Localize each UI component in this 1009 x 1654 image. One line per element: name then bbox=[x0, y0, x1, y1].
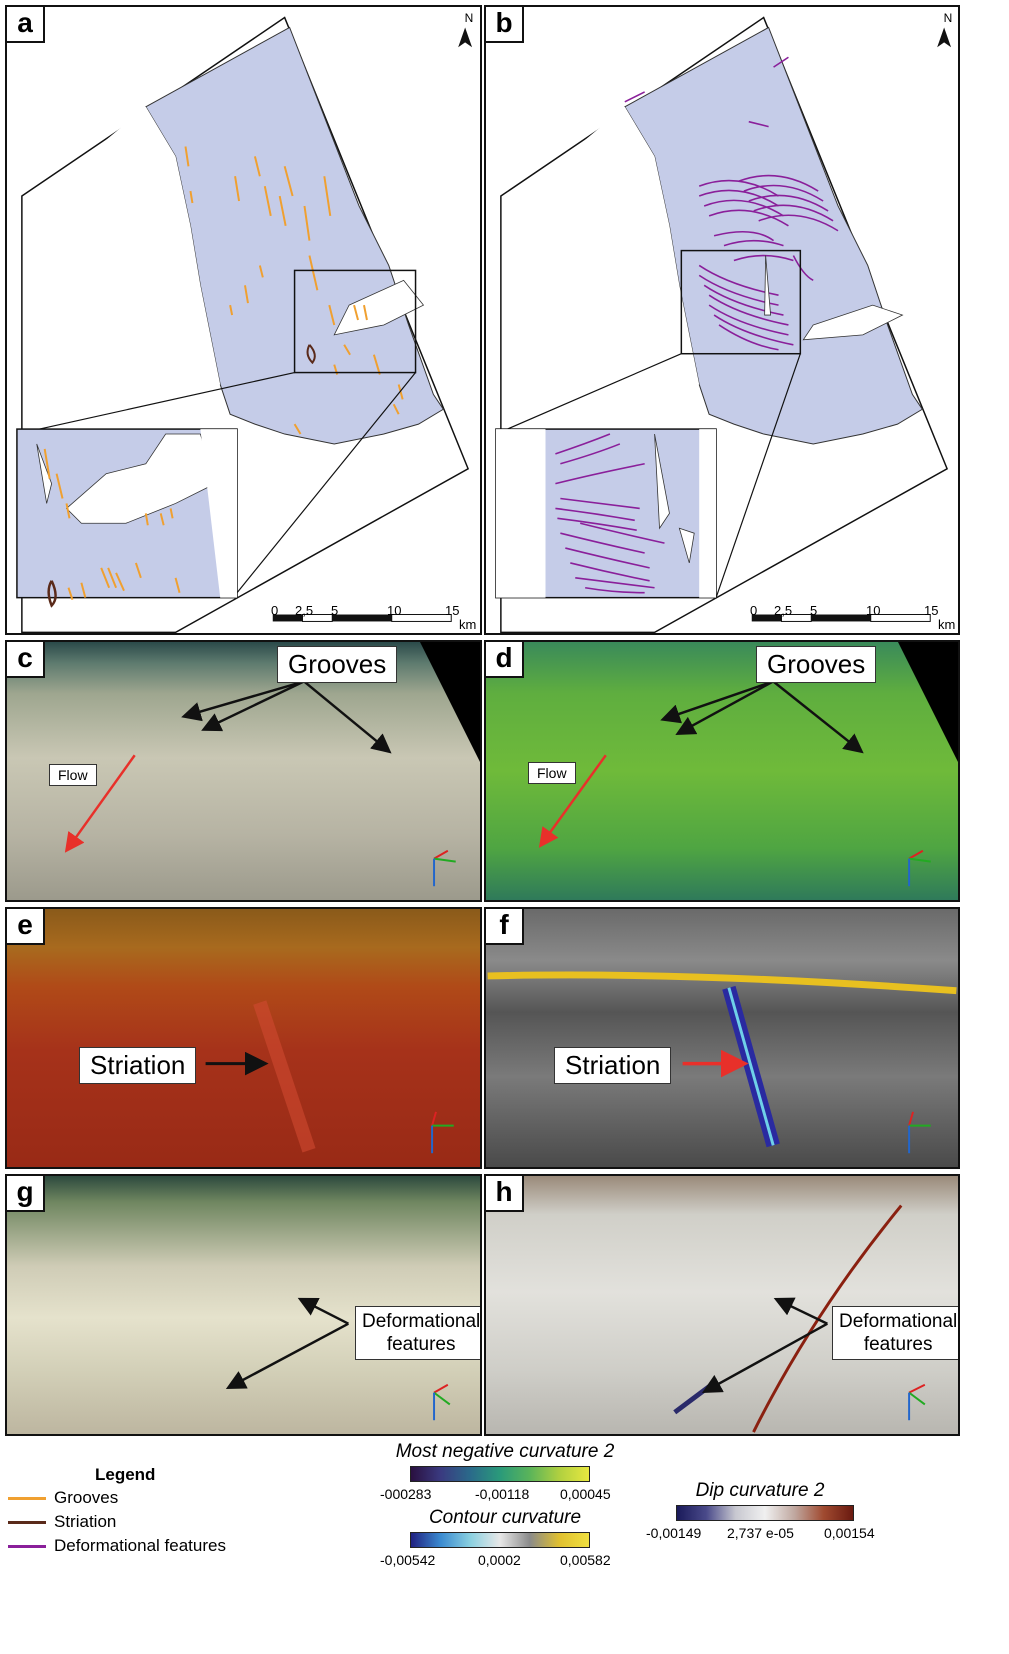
colorbar-title-most-negative: Most negative curvature 2 bbox=[395, 1441, 615, 1462]
legend-item-striation: Striation bbox=[8, 1512, 116, 1532]
panel-b-map: b bbox=[484, 5, 960, 635]
arrows bbox=[205, 1000, 454, 1154]
legend-item-deformational: Deformational features bbox=[8, 1536, 226, 1556]
arrows bbox=[673, 1204, 926, 1433]
arrows bbox=[538, 680, 931, 887]
legend-title: Legend bbox=[95, 1465, 156, 1484]
colorbar-tick: -000283 bbox=[380, 1486, 432, 1502]
scale-unit: km bbox=[938, 617, 956, 632]
deformational-features-callout: Deformational features bbox=[355, 1306, 481, 1360]
scale-unit: km bbox=[459, 617, 477, 632]
colorbar-tick: 2,737 e-05 bbox=[727, 1525, 794, 1541]
panel-f-render: f Striation bbox=[484, 907, 960, 1169]
panel-label: e bbox=[7, 909, 45, 945]
panel-h-render: h Deformational features bbox=[484, 1174, 960, 1436]
colorbar-title-contour: Contour curvature bbox=[428, 1507, 582, 1528]
flow-label: Flow bbox=[528, 762, 576, 784]
legend-label: Deformational features bbox=[54, 1536, 226, 1555]
legend-swatch bbox=[8, 1496, 46, 1500]
scale-tick: 0 bbox=[750, 603, 758, 618]
colorbar-contour bbox=[410, 1532, 590, 1548]
colorbar-tick: -0,00542 bbox=[380, 1552, 436, 1568]
striation-callout: Striation bbox=[79, 1047, 197, 1084]
colorbar-tick: -0,00118 bbox=[475, 1486, 530, 1502]
panel-label: b bbox=[486, 7, 524, 43]
colorbar-tick: 0,00154 bbox=[824, 1525, 875, 1541]
panel-label: g bbox=[7, 1176, 45, 1212]
panel-label: f bbox=[486, 909, 524, 945]
deformation-map bbox=[495, 16, 952, 633]
legend-item-grooves: Grooves bbox=[8, 1488, 118, 1508]
colorbar-tick: 0,00582 bbox=[560, 1552, 611, 1568]
arrows bbox=[225, 1297, 451, 1421]
panel-e-render: e Striation bbox=[5, 907, 482, 1169]
grooves-callout: Grooves bbox=[756, 646, 877, 683]
arrows bbox=[487, 971, 957, 1154]
legend-label: Striation bbox=[54, 1512, 117, 1531]
scale-tick: 15 bbox=[924, 603, 939, 618]
panel-d-render: d Grooves Flow bbox=[484, 640, 960, 902]
colorbar-most-negative bbox=[410, 1466, 590, 1482]
north-arrow-label: N bbox=[943, 11, 953, 25]
scale-tick: 2,5 bbox=[295, 603, 314, 618]
scale-tick: 5 bbox=[331, 603, 339, 618]
panel-label: c bbox=[7, 642, 45, 678]
legend-label: Grooves bbox=[54, 1488, 119, 1507]
scale-tick: 5 bbox=[810, 603, 818, 618]
panel-label: h bbox=[486, 1176, 524, 1212]
scale-tick: 2,5 bbox=[774, 603, 793, 618]
colorbar-tick: -0,00149 bbox=[646, 1525, 702, 1541]
grooves-callout: Grooves bbox=[277, 646, 398, 683]
colorbar-tick: 0,0002 bbox=[478, 1552, 521, 1568]
callout-line: Deformational bbox=[362, 1311, 481, 1332]
flow-label: Flow bbox=[49, 764, 97, 786]
panel-label: a bbox=[7, 7, 45, 43]
panel-g-render: g Deformational features bbox=[5, 1174, 482, 1436]
callout-line: Deformational bbox=[839, 1311, 958, 1332]
colorbar-title-dip: Dip curvature 2 bbox=[695, 1480, 825, 1501]
legend-swatch bbox=[8, 1544, 46, 1548]
callout-line: features bbox=[386, 1334, 456, 1355]
arrows bbox=[64, 680, 456, 887]
deformational-features-callout: Deformational features bbox=[832, 1306, 958, 1360]
scale-tick: 10 bbox=[866, 603, 881, 618]
panel-a-map: a N 0 bbox=[5, 5, 482, 635]
colorbar-dip bbox=[676, 1505, 854, 1521]
panel-c-render: c Grooves Flow bbox=[5, 640, 482, 902]
scale-tick: 15 bbox=[445, 603, 460, 618]
groove-map bbox=[16, 16, 473, 633]
panel-label: d bbox=[486, 642, 524, 678]
north-arrow-label: N bbox=[464, 11, 474, 25]
scale-tick: 0 bbox=[271, 603, 279, 618]
scale-tick: 10 bbox=[387, 603, 402, 618]
colorbar-tick: 0,00045 bbox=[560, 1486, 611, 1502]
legend-swatch bbox=[8, 1520, 46, 1524]
callout-line: features bbox=[863, 1334, 933, 1355]
striation-callout: Striation bbox=[554, 1047, 672, 1084]
